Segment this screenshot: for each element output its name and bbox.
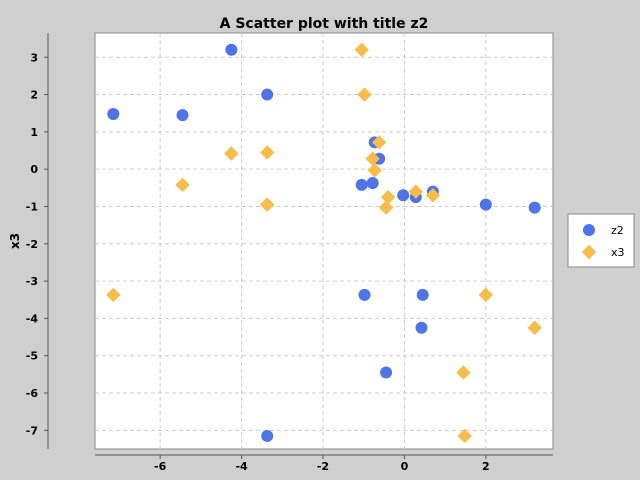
z2-point [176,109,189,122]
x3-point [365,151,380,166]
y-tick-label: 0 [30,163,38,176]
y-tick-label: -1 [26,200,38,213]
x-tick-label: -6 [154,460,167,473]
plot-area [94,32,554,450]
z2-point [107,107,120,120]
x3-point [478,287,494,303]
y-axis-title: x3 [8,233,22,249]
y-tick-label: -6 [26,387,39,400]
z2-point [355,178,368,191]
x3-point [224,146,239,161]
chart-title: A Scatter plot with title z2 [220,16,429,32]
z2-point [225,43,238,56]
z2-point [380,366,393,379]
legend-marker [581,244,597,260]
y-tick-label: 1 [30,126,38,139]
z2-point [261,88,274,101]
data-points [106,42,542,444]
x-tick-label: -2 [317,460,329,473]
z2-point [397,189,410,202]
x3-point [378,200,394,215]
x-tick-label: -4 [235,460,248,473]
y-tick-label: 2 [30,89,38,102]
x3-point [260,197,275,212]
x3-point [354,42,369,57]
x3-point [457,428,472,444]
y-tick-label: -5 [26,350,38,363]
z2-point [415,321,428,334]
y-tick-label: -3 [26,275,38,288]
z2-point [528,201,541,214]
legend-marker [583,224,595,236]
y-axis-ticks: 3 2 1 0 -1 -2 -3 -4 -5 -6 -7 [26,51,48,437]
legend: z2 x3 [567,213,635,268]
grid [95,33,553,449]
x3-point [367,163,382,178]
x3-point [408,184,424,199]
x3-point [527,320,542,335]
z2-point [261,429,274,442]
legend-items: z2 x3 [581,224,625,260]
y-tick-label: -2 [26,238,38,251]
x3-point [357,87,372,102]
legend-label: x3 [611,246,625,259]
y-tick-label: -7 [26,424,38,437]
x3-point [380,189,396,205]
x-tick-label: 2 [482,460,490,473]
x3-point [456,365,471,380]
x-axis-ticks: -6 -4 -2 0 2 [154,455,490,473]
x3-point [260,145,275,160]
x-tick-label: 0 [401,460,409,473]
legend-box [567,213,635,268]
y-tick-label: 3 [30,51,38,64]
x3-point [371,135,387,150]
z2-point [358,288,371,301]
z2-point [416,288,429,301]
x3-point [175,177,190,193]
z2-point [479,198,492,211]
legend-label: z2 [611,224,624,237]
z2-point [366,176,379,189]
y-tick-label: -4 [26,312,39,325]
x3-point [106,287,121,303]
x3-point [425,188,441,203]
